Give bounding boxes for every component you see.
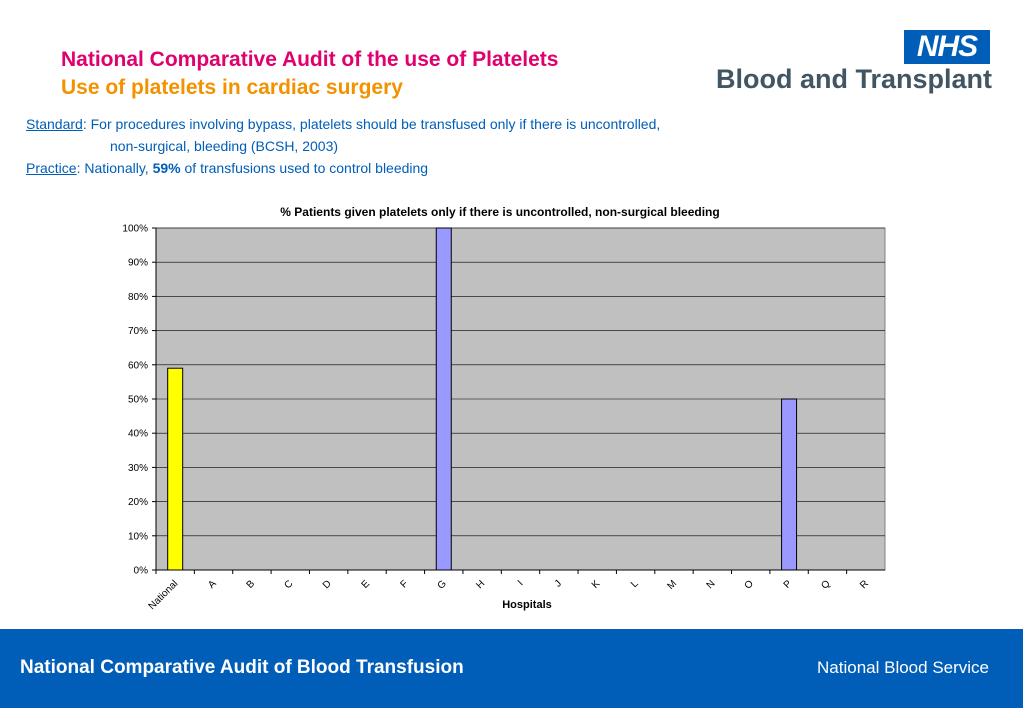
y-tick-label: 80% [128, 292, 148, 303]
nhs-logo: NHS Blood and Transplant [700, 30, 992, 96]
x-tick-label: Q [819, 578, 832, 591]
x-tick-label: K [590, 578, 603, 591]
x-tick-label: A [206, 578, 219, 591]
nhs-logo-box: NHS [904, 30, 990, 64]
standard-line-1: Standard: For procedures involving bypas… [26, 116, 660, 132]
x-tick-label: C [283, 578, 296, 591]
x-tick-label: M [665, 578, 679, 592]
page-subtitle: Use of platelets in cardiac surgery [61, 76, 403, 99]
x-tick-label: O [743, 578, 756, 591]
y-tick-label: 90% [128, 258, 148, 269]
x-tick-label: B [245, 578, 258, 591]
y-tick-label: 100% [122, 224, 148, 235]
y-tick-label: 60% [128, 360, 148, 371]
x-tick-label: F [398, 578, 410, 590]
x-tick-label: I [516, 578, 526, 588]
standard-line-2: non-surgical, bleeding (BCSH, 2003) [110, 138, 339, 154]
y-tick-label: 40% [128, 429, 148, 440]
bar [167, 367, 184, 571]
y-axis: 0% 10% 20% 30% 40% 50% 60% 70% 80% 90% 100% [122, 224, 157, 577]
x-tick-label: National [147, 578, 181, 612]
y-tick-label: 70% [128, 326, 148, 337]
chart-title: % Patients given platelets only if there… [280, 205, 719, 219]
y-tick-label: 20% [128, 497, 148, 508]
x-tick-label: H [474, 578, 487, 591]
y-tick-label: 0% [134, 566, 149, 577]
x-tick-label: N [705, 578, 718, 591]
page-title: National Comparative Audit of the use of… [61, 48, 559, 71]
standard-text: : For procedures involving bypass, plate… [82, 116, 661, 132]
bar [435, 227, 452, 571]
practice-suffix: of transfusions used to control bleeding [180, 160, 429, 176]
footer-organisation: National Blood Service [817, 658, 989, 677]
nhs-logo-text: Blood and Transplant [715, 64, 992, 94]
practice-prefix: : Nationally, [76, 160, 153, 176]
practice-line: Practice: Nationally, 59% of transfusion… [26, 160, 428, 176]
x-tick-label: D [321, 578, 334, 591]
y-tick-label: 50% [128, 395, 148, 406]
y-tick-label: 30% [128, 463, 148, 474]
x-tick-label: J [553, 578, 564, 589]
x-tick-label: G [436, 578, 449, 591]
bar [781, 398, 798, 571]
x-axis-label: Hospitals [502, 599, 552, 611]
standard-label: Standard [26, 116, 83, 132]
y-tick-label: 10% [128, 531, 148, 542]
practice-label: Practice [26, 160, 77, 176]
x-tick-label: L [629, 578, 641, 590]
x-tick-label: E [360, 578, 373, 591]
x-tick-label: R [858, 578, 871, 591]
practice-value: 59% [152, 160, 181, 176]
footer-bar: National Comparative Audit of Blood Tran… [0, 629, 1023, 708]
bar-chart: % Patients given platelets only if there… [122, 205, 886, 612]
footer-title: National Comparative Audit of Blood Tran… [20, 657, 464, 678]
x-tick-label: P [782, 578, 795, 591]
